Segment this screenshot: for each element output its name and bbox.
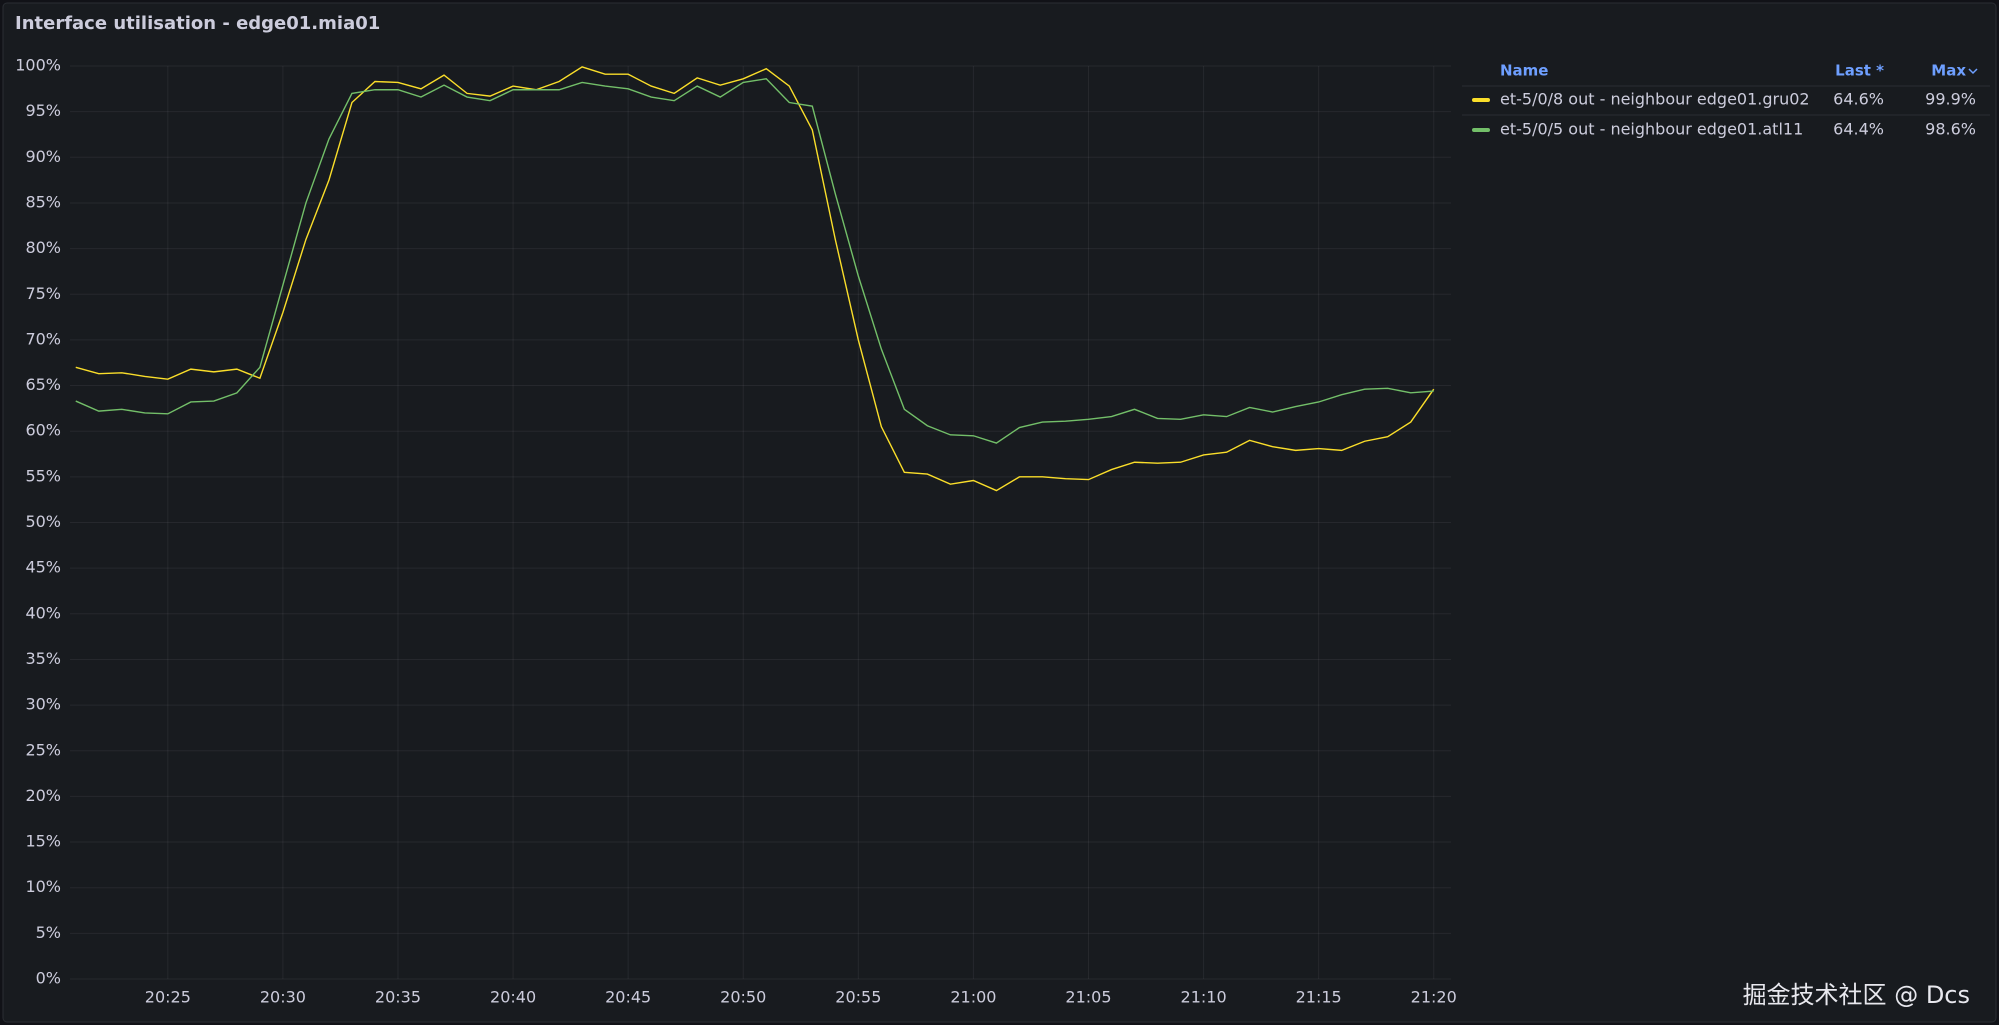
y-tick-label: 85% — [25, 192, 61, 211]
legend-name: et-5/0/8 out - neighbour edge01.gru02 — [1500, 90, 1810, 109]
x-tick-label: 21:05 — [1065, 988, 1111, 1007]
x-tick-label: 20:30 — [260, 988, 306, 1007]
y-tick-label: 60% — [25, 421, 61, 440]
x-tick-label: 21:20 — [1411, 988, 1457, 1007]
y-tick-label: 15% — [25, 832, 61, 851]
y-tick-label: 35% — [25, 649, 61, 668]
watermark: 掘金技术社区 @ Dcs — [1743, 981, 1970, 1009]
y-tick-label: 90% — [25, 147, 61, 166]
x-tick-label: 21:00 — [950, 988, 996, 1007]
y-tick-label: 80% — [25, 238, 61, 257]
panel-title: Interface utilisation - edge01.mia01 — [15, 13, 380, 34]
y-tick-label: 5% — [36, 923, 61, 942]
legend-swatch — [1472, 128, 1490, 132]
y-tick-label: 75% — [25, 284, 61, 303]
y-tick-label: 50% — [25, 512, 61, 531]
x-tick-label: 20:45 — [605, 988, 651, 1007]
y-tick-label: 25% — [25, 740, 61, 759]
y-tick-label: 40% — [25, 603, 61, 622]
legend-header: Name — [1500, 62, 1548, 80]
legend-max: 99.9% — [1925, 90, 1976, 109]
x-tick-label: 20:50 — [720, 988, 766, 1007]
y-tick-label: 30% — [25, 695, 61, 714]
y-tick-label: 65% — [25, 375, 61, 394]
y-tick-label: 70% — [25, 329, 61, 348]
x-tick-label: 21:10 — [1181, 988, 1227, 1007]
y-tick-label: 95% — [25, 101, 61, 120]
y-tick-label: 45% — [25, 558, 61, 577]
series-line — [75, 78, 1434, 444]
y-tick-label: 55% — [25, 466, 61, 485]
series-line — [75, 66, 1435, 492]
x-tick-label: 20:40 — [490, 988, 536, 1007]
y-tick-label: 100% — [15, 56, 61, 75]
legend-name: et-5/0/5 out - neighbour edge01.atl11 — [1500, 120, 1803, 139]
legend-header: Last * — [1835, 62, 1884, 80]
legend-max: 98.6% — [1925, 120, 1976, 139]
legend-last: 64.6% — [1833, 90, 1884, 109]
x-tick-label: 20:25 — [145, 988, 191, 1007]
x-tick-label: 20:35 — [375, 988, 421, 1007]
x-tick-label: 21:15 — [1296, 988, 1342, 1007]
y-tick-label: 10% — [25, 877, 61, 896]
sort-icon — [1968, 68, 1978, 75]
legend-header: Max — [1931, 62, 1966, 80]
legend-swatch — [1472, 98, 1490, 102]
x-tick-label: 20:55 — [835, 988, 881, 1007]
legend-last: 64.4% — [1833, 120, 1884, 139]
y-tick-label: 0% — [36, 969, 61, 988]
y-tick-label: 20% — [25, 786, 61, 805]
